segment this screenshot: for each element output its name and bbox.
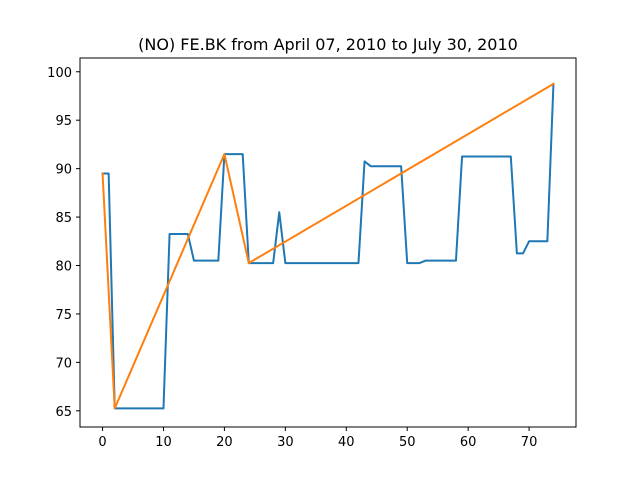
x-tick-label: 70 [521,435,538,450]
x-tick-label: 20 [216,435,233,450]
x-tick-label: 60 [460,435,477,450]
series-layer [101,82,555,410]
x-tick-label: 30 [277,435,294,450]
x-tick-label: 0 [98,435,106,450]
x-tick-label: 10 [155,435,172,450]
y-tick-label: 80 [55,260,72,275]
y-tick-label: 100 [47,66,72,81]
series-line-2 [101,82,555,410]
axes-layer: 0 10 20 30 40 50 60 70 65 70 75 80 85 90 95 100 [47,57,577,450]
y-tick-label: 65 [55,405,72,420]
series-line-1 [101,82,555,410]
y-tick-label: 70 [55,356,72,371]
x-tick-label: 50 [399,435,416,450]
axes-frame [79,57,577,428]
y-tick-label: 85 [55,211,72,226]
y-tick-label: 95 [55,114,72,129]
x-tick-label: 40 [338,435,355,450]
y-tick-label: 90 [55,163,72,178]
chart-title: (NO) FE.BK from April 07, 2010 to July 3… [138,35,518,54]
y-tick-label: 75 [55,308,72,323]
